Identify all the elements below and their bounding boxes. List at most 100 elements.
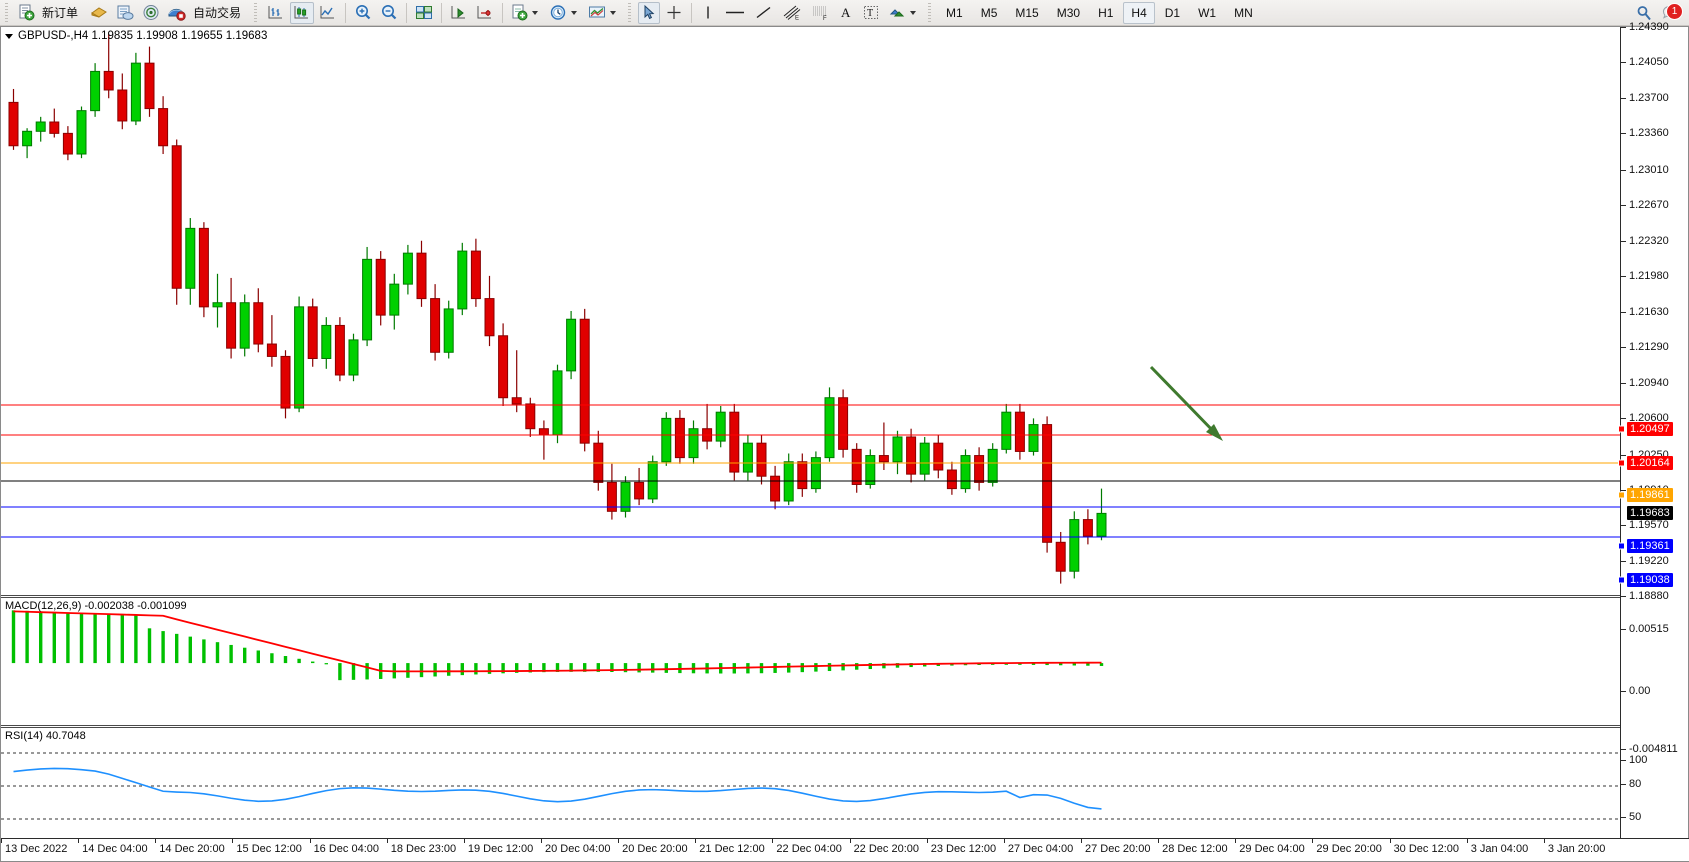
add-indicator-button[interactable] [508,2,544,24]
price-tick [1621,560,1626,562]
cursor-arrow-icon [644,4,655,20]
price-level-badge[interactable]: 1.19361 [1627,539,1673,554]
price-level-handle[interactable] [1618,425,1625,433]
timeframe-m5[interactable]: M5 [980,5,998,20]
chart-plot-area[interactable]: MACD(12,26,9) -0.002038 -0.001099 RSI(14… [1,27,1621,839]
toolbar-separator-3 [441,2,443,23]
time-tick [1312,839,1314,843]
price-tick-label: 1.22320 [1629,234,1669,247]
chart-window[interactable]: GBPUSD-,H4 1.19835 1.19908 1.19655 1.196… [0,21,1689,862]
equidistant-channel-icon: E [783,5,801,21]
time-tick [1235,839,1237,843]
auto-scroll-button[interactable] [447,2,471,24]
timeframe-m15[interactable]: M15 [1015,5,1039,20]
timeframe-h4[interactable]: H4 [1123,1,1155,24]
trendline-button[interactable] [751,2,777,24]
templates-button[interactable] [585,2,622,24]
timeframe-d1[interactable]: D1 [1164,5,1181,20]
time-tick [309,839,311,843]
new-order-button[interactable]: 新订单 [15,2,85,24]
signals-button[interactable] [139,2,163,24]
chevron-down-icon-4[interactable] [910,10,917,15]
horizontal-line-button[interactable] [721,2,749,24]
tile-windows-button[interactable] [412,2,436,24]
horizontal-line-icon [726,11,745,14]
bar-chart-button[interactable] [264,2,288,24]
text-label-button[interactable]: T [859,2,883,24]
time-tick-label: 19 Dec 12:00 [467,843,534,855]
timeframe-grip[interactable] [926,2,935,23]
fibonacci-button[interactable]: F [807,2,833,24]
price-level-handle[interactable] [1618,542,1625,550]
tools-grip[interactable] [626,2,635,23]
price-level-badge[interactable]: 1.19683 [1627,506,1673,521]
price-level-badge[interactable]: 1.20497 [1627,422,1673,437]
zoom-out-button[interactable] [377,2,401,24]
search-icon [1637,5,1651,20]
candlestick-chart-icon [294,6,309,19]
expert-advisor-button[interactable] [87,2,111,24]
line-chart-button[interactable] [316,2,340,24]
price-pane[interactable] [1,27,1621,596]
toolbar-grip[interactable] [3,2,11,23]
timeframe-m1[interactable]: M1 [946,5,963,20]
price-tick [1621,347,1626,349]
macd-tick-label: 0.00515 [1629,623,1669,635]
chevron-down-icon-3[interactable] [610,10,617,15]
vertical-line-button[interactable] [697,2,719,24]
time-tick [1466,839,1468,843]
time-tick [1389,839,1391,843]
price-tick-label: 1.19570 [1629,518,1669,531]
timeframe-m30[interactable]: M30 [1056,5,1081,20]
svg-text:F: F [823,16,827,21]
chart-shift-button[interactable] [473,2,497,24]
candlestick-chart-button[interactable] [290,1,315,24]
chevron-down-icon-2[interactable] [571,10,578,15]
cursor-tool-button[interactable] [638,1,661,24]
price-tick-label: 1.18880 [1629,590,1669,602]
text-button[interactable]: A [835,2,857,24]
crosshair-icon [667,6,681,19]
zoom-in-button[interactable] [351,2,375,24]
time-tick-label: 13 Dec 2022 [5,843,68,855]
timeframe-mn[interactable]: MN [1234,5,1253,20]
time-tick-label: 14 Dec 20:00 [159,843,225,855]
price-tick [1621,524,1626,526]
shapes-button[interactable] [885,2,922,24]
price-tick [1621,454,1626,456]
period-button[interactable] [546,2,583,24]
time-tick-label: 20 Dec 04:00 [545,843,611,855]
macd-chart-svg [11,610,1104,681]
search-button[interactable] [1635,4,1653,22]
price-level-handle[interactable] [1618,491,1625,499]
time-axis[interactable]: 13 Dec 2022 14 Dec 04:00 14 Dec 20:00 15 De… [1,838,1689,861]
svg-text:A: A [841,5,851,20]
timeframe-w1[interactable]: W1 [1198,5,1217,20]
crosshair-tool-button[interactable] [662,2,686,24]
autotrading-button[interactable]: 自动交易 [165,2,248,24]
chart-menu-triangle-icon[interactable] [5,33,13,39]
chart-symbol-header[interactable]: GBPUSD-,H4 1.19835 1.19908 1.19655 1.196… [5,30,267,42]
price-tick [1621,98,1626,100]
timeframe-h1[interactable]: H1 [1098,5,1114,20]
time-tick-label: 20 Dec 20:00 [622,843,688,855]
price-level-handle[interactable] [1618,576,1625,584]
data-window-button[interactable] [113,2,137,24]
macd-pane[interactable]: MACD(12,26,9) -0.002038 -0.001099 [1,597,1620,726]
price-tick-label: 1.23700 [1629,92,1669,105]
rsi-tick [1621,760,1626,761]
time-tick [1543,839,1545,843]
chart-type-grip[interactable] [252,2,261,23]
equidistant-channel-button[interactable]: E [779,2,805,24]
chevron-down-icon[interactable] [532,10,539,15]
price-level-badge[interactable]: 1.20164 [1627,456,1673,471]
price-level-badge[interactable]: 1.19038 [1627,572,1673,587]
rsi-pane[interactable]: RSI(14) 40.7048 [1,727,1621,839]
price-level-badge[interactable]: 1.19861 [1627,487,1673,502]
time-tick [386,839,388,843]
notifications-button[interactable]: 1 [1661,2,1683,22]
price-axis[interactable]: 1.24390 1.24050 1.23700 1.23360 1.23010 1.226… [1618,21,1688,856]
autotrading-label: 自动交易 [193,6,242,20]
price-level-handle[interactable] [1618,459,1625,467]
